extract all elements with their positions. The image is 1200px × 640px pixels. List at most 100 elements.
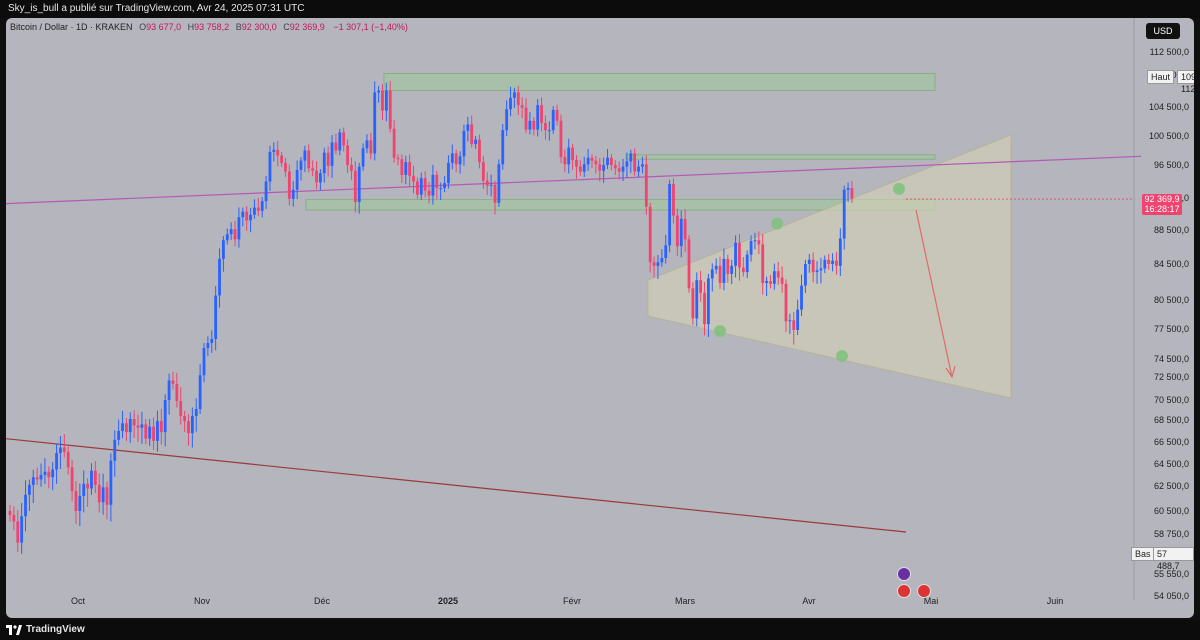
candle-body[interactable] bbox=[772, 271, 776, 284]
candle-body[interactable] bbox=[93, 470, 97, 485]
candle-body[interactable] bbox=[128, 419, 132, 433]
candle-body[interactable] bbox=[404, 162, 408, 175]
candle-body[interactable] bbox=[190, 416, 194, 434]
candle-body[interactable] bbox=[412, 175, 415, 182]
candle-body[interactable] bbox=[388, 90, 392, 129]
candle-body[interactable] bbox=[194, 409, 198, 416]
candle-body[interactable] bbox=[714, 265, 718, 270]
candle-body[interactable] bbox=[369, 140, 373, 154]
candle-body[interactable] bbox=[594, 160, 598, 165]
candle-body[interactable] bbox=[319, 173, 322, 183]
candle-body[interactable] bbox=[524, 107, 528, 130]
pivot-marker[interactable] bbox=[893, 182, 905, 195]
candle-body[interactable] bbox=[86, 483, 89, 489]
candle-body[interactable] bbox=[567, 147, 571, 165]
candle-body[interactable] bbox=[20, 516, 24, 543]
candle-body[interactable] bbox=[423, 178, 427, 191]
candle-body[interactable] bbox=[540, 105, 543, 123]
candle-body[interactable] bbox=[156, 421, 159, 441]
candle-body[interactable] bbox=[850, 188, 854, 199]
candle-body[interactable] bbox=[842, 189, 846, 239]
candle-body[interactable] bbox=[97, 484, 101, 503]
candle-body[interactable] bbox=[765, 281, 768, 283]
candle-body[interactable] bbox=[563, 157, 567, 165]
candle-body[interactable] bbox=[544, 122, 547, 131]
candle-body[interactable] bbox=[749, 241, 753, 255]
candle-body[interactable] bbox=[43, 471, 47, 475]
candle-body[interactable] bbox=[241, 211, 245, 218]
candle-body[interactable] bbox=[326, 152, 330, 166]
candle-body[interactable] bbox=[447, 162, 450, 184]
candle-body[interactable] bbox=[807, 259, 811, 264]
candle-body[interactable] bbox=[24, 494, 27, 517]
resistance-zone-top[interactable] bbox=[383, 73, 936, 91]
candle-body[interactable] bbox=[218, 258, 221, 296]
candle-body[interactable] bbox=[400, 159, 404, 175]
candle-body[interactable] bbox=[284, 162, 287, 172]
candle-body[interactable] bbox=[470, 124, 474, 144]
candle-body[interactable] bbox=[35, 477, 39, 480]
candle-body[interactable] bbox=[443, 183, 446, 189]
candle-body[interactable] bbox=[59, 447, 62, 454]
candle-body[interactable] bbox=[513, 92, 516, 98]
candle-body[interactable] bbox=[454, 153, 458, 165]
candle-body[interactable] bbox=[462, 130, 466, 157]
candle-body[interactable] bbox=[431, 174, 435, 196]
candle-body[interactable] bbox=[416, 181, 419, 195]
candle-body[interactable] bbox=[769, 281, 772, 284]
candle-body[interactable] bbox=[16, 521, 20, 543]
candle-body[interactable] bbox=[121, 423, 124, 431]
candle-body[interactable] bbox=[291, 189, 295, 199]
candle-body[interactable] bbox=[664, 245, 668, 259]
lightning-event-icon[interactable] bbox=[897, 567, 911, 581]
candle-body[interactable] bbox=[478, 139, 481, 163]
candle-body[interactable] bbox=[427, 190, 431, 196]
candle-body[interactable] bbox=[245, 211, 249, 221]
candle-body[interactable] bbox=[39, 475, 43, 480]
pivot-marker[interactable] bbox=[771, 217, 783, 230]
candle-body[interactable] bbox=[377, 90, 380, 93]
candle-body[interactable] bbox=[800, 285, 803, 310]
candle-body[interactable] bbox=[179, 401, 183, 416]
candle-body[interactable] bbox=[707, 278, 710, 325]
candle-body[interactable] bbox=[210, 339, 214, 343]
currency-button[interactable]: USD bbox=[1146, 23, 1180, 39]
candle-body[interactable] bbox=[229, 229, 233, 235]
candle-body[interactable] bbox=[350, 165, 353, 171]
candle-body[interactable] bbox=[225, 234, 229, 241]
candle-body[interactable] bbox=[62, 447, 66, 452]
candle-body[interactable] bbox=[439, 188, 443, 190]
candle-body[interactable] bbox=[361, 148, 365, 167]
candle-body[interactable] bbox=[280, 155, 283, 163]
candle-body[interactable] bbox=[136, 425, 140, 428]
candle-body[interactable] bbox=[78, 496, 82, 511]
candle-body[interactable] bbox=[796, 309, 800, 330]
candle-body[interactable] bbox=[637, 166, 640, 172]
candle-body[interactable] bbox=[117, 431, 121, 440]
candle-body[interactable] bbox=[167, 380, 171, 400]
candle-body[interactable] bbox=[516, 92, 520, 106]
candle-body[interactable] bbox=[113, 439, 117, 461]
candle-body[interactable] bbox=[683, 218, 687, 240]
candle-body[interactable] bbox=[633, 153, 637, 172]
candle-body[interactable] bbox=[66, 451, 70, 468]
candle-body[interactable] bbox=[629, 153, 633, 162]
candle-body[interactable] bbox=[788, 320, 792, 322]
candle-body[interactable] bbox=[237, 217, 241, 240]
candle-body[interactable] bbox=[295, 169, 299, 190]
candle-body[interactable] bbox=[152, 426, 155, 441]
candle-body[interactable] bbox=[303, 150, 307, 161]
pivot-marker[interactable] bbox=[836, 350, 848, 362]
candle-body[interactable] bbox=[726, 258, 730, 274]
candle-body[interactable] bbox=[55, 453, 58, 470]
candle-body[interactable] bbox=[148, 426, 152, 439]
candle-body[interactable] bbox=[334, 142, 338, 151]
candle-body[interactable] bbox=[590, 157, 594, 161]
us-flag-icon[interactable] bbox=[917, 584, 931, 598]
candle-body[interactable] bbox=[761, 244, 765, 283]
candle-body[interactable] bbox=[163, 400, 167, 433]
candle-body[interactable] bbox=[804, 264, 807, 286]
candle-body[interactable] bbox=[551, 109, 555, 131]
candle-body[interactable] bbox=[656, 262, 660, 266]
